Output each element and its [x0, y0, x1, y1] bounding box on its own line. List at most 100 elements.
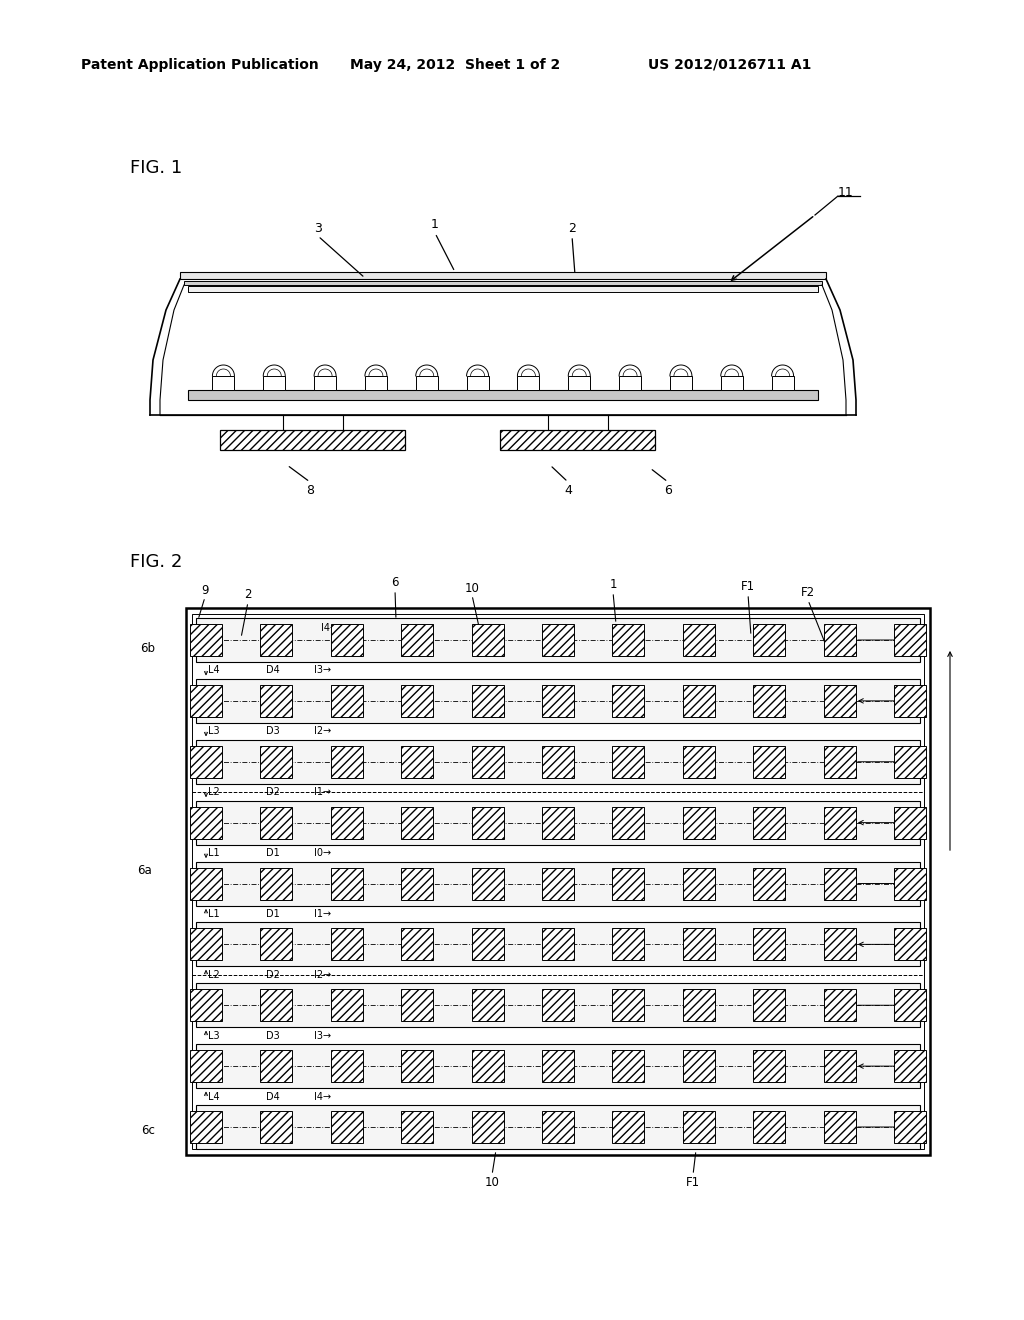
- Bar: [190, 685, 222, 717]
- Bar: [331, 624, 362, 656]
- Bar: [500, 430, 655, 450]
- Bar: [823, 624, 856, 656]
- Bar: [260, 807, 293, 838]
- Bar: [401, 1051, 433, 1082]
- Text: L3: L3: [208, 726, 219, 737]
- Bar: [542, 928, 574, 961]
- Text: FIG. 1: FIG. 1: [130, 158, 182, 177]
- Bar: [894, 624, 926, 656]
- Bar: [472, 685, 504, 717]
- Text: L2: L2: [208, 787, 220, 797]
- Bar: [683, 989, 715, 1022]
- Bar: [754, 807, 785, 838]
- Bar: [670, 376, 692, 389]
- Bar: [823, 685, 856, 717]
- Text: I4→: I4→: [321, 623, 338, 634]
- Bar: [823, 1051, 856, 1082]
- Bar: [517, 376, 540, 389]
- Text: D2: D2: [266, 787, 280, 797]
- Bar: [823, 746, 856, 777]
- Bar: [188, 286, 818, 292]
- Text: 1: 1: [609, 578, 616, 591]
- Bar: [771, 376, 794, 389]
- Text: 6: 6: [391, 577, 398, 590]
- Bar: [683, 1051, 715, 1082]
- Bar: [196, 1105, 920, 1148]
- Bar: [331, 1111, 362, 1143]
- Text: L3: L3: [208, 1031, 219, 1040]
- Text: F1: F1: [686, 1176, 700, 1188]
- Bar: [683, 1111, 715, 1143]
- Bar: [472, 989, 504, 1022]
- Text: D3: D3: [266, 726, 280, 737]
- Text: L4: L4: [208, 665, 219, 676]
- Text: L2: L2: [208, 970, 220, 979]
- Bar: [196, 801, 920, 845]
- Bar: [196, 862, 920, 906]
- Bar: [186, 609, 930, 1155]
- Bar: [542, 1051, 574, 1082]
- Bar: [612, 807, 644, 838]
- Bar: [196, 1044, 920, 1088]
- Bar: [401, 1111, 433, 1143]
- Bar: [894, 867, 926, 899]
- Bar: [612, 928, 644, 961]
- Bar: [620, 376, 641, 389]
- Bar: [754, 624, 785, 656]
- Bar: [894, 1051, 926, 1082]
- Bar: [184, 281, 822, 285]
- Text: D2: D2: [266, 970, 280, 979]
- Bar: [472, 928, 504, 961]
- Bar: [612, 867, 644, 899]
- Bar: [683, 746, 715, 777]
- Bar: [190, 867, 222, 899]
- Bar: [683, 624, 715, 656]
- Bar: [401, 746, 433, 777]
- Bar: [542, 989, 574, 1022]
- Bar: [220, 430, 406, 450]
- Bar: [823, 807, 856, 838]
- Bar: [260, 624, 293, 656]
- Text: 9: 9: [202, 583, 209, 597]
- Bar: [683, 807, 715, 838]
- Bar: [188, 389, 818, 400]
- Bar: [894, 807, 926, 838]
- Text: I1→: I1→: [314, 787, 331, 797]
- Text: F1: F1: [741, 581, 755, 594]
- Bar: [260, 1111, 293, 1143]
- Bar: [190, 1111, 222, 1143]
- Text: 8: 8: [306, 483, 314, 496]
- Bar: [823, 989, 856, 1022]
- Bar: [542, 624, 574, 656]
- Bar: [260, 685, 293, 717]
- Bar: [314, 376, 336, 389]
- Text: US 2012/0126711 A1: US 2012/0126711 A1: [648, 58, 812, 73]
- Bar: [612, 1051, 644, 1082]
- Bar: [196, 618, 920, 663]
- Bar: [467, 376, 488, 389]
- Bar: [823, 867, 856, 899]
- Bar: [331, 746, 362, 777]
- Bar: [542, 867, 574, 899]
- Bar: [180, 272, 826, 279]
- Bar: [823, 928, 856, 961]
- Bar: [612, 624, 644, 656]
- Bar: [894, 746, 926, 777]
- Text: I3→: I3→: [314, 665, 331, 676]
- Bar: [754, 928, 785, 961]
- Bar: [754, 685, 785, 717]
- Bar: [472, 807, 504, 838]
- Text: May 24, 2012  Sheet 1 of 2: May 24, 2012 Sheet 1 of 2: [350, 58, 560, 73]
- Bar: [212, 376, 234, 389]
- Bar: [894, 928, 926, 961]
- Text: 11: 11: [838, 186, 854, 199]
- Bar: [193, 614, 924, 1148]
- Bar: [683, 867, 715, 899]
- Text: 1: 1: [431, 219, 439, 231]
- Bar: [472, 1051, 504, 1082]
- Bar: [401, 624, 433, 656]
- Bar: [365, 376, 387, 389]
- Text: 6: 6: [664, 483, 672, 496]
- Bar: [260, 1051, 293, 1082]
- Text: 4: 4: [564, 483, 572, 496]
